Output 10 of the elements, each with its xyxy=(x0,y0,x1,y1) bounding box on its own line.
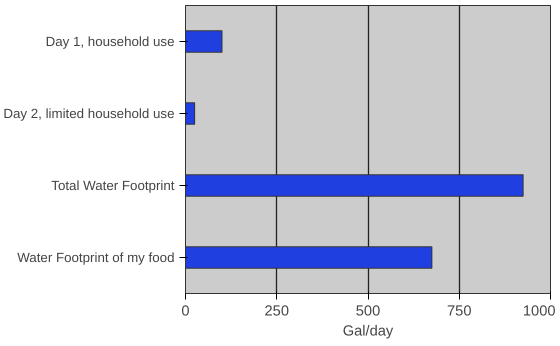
y-tick-label: Day 2, limited household use xyxy=(3,106,175,121)
y-tick-label: Day 1, household use xyxy=(46,34,175,49)
x-tick-label: 1000 xyxy=(522,304,556,320)
x-axis-title: Gal/day xyxy=(342,324,394,340)
x-tick-label: 750 xyxy=(447,304,472,320)
y-tick-label: Total Water Footprint xyxy=(51,178,175,193)
x-tick-label: 500 xyxy=(356,304,380,320)
x-tick-label: 250 xyxy=(264,304,289,320)
x-tick-label: 0 xyxy=(181,304,190,320)
y-tick-label: Water Footprint of my food xyxy=(17,250,175,265)
